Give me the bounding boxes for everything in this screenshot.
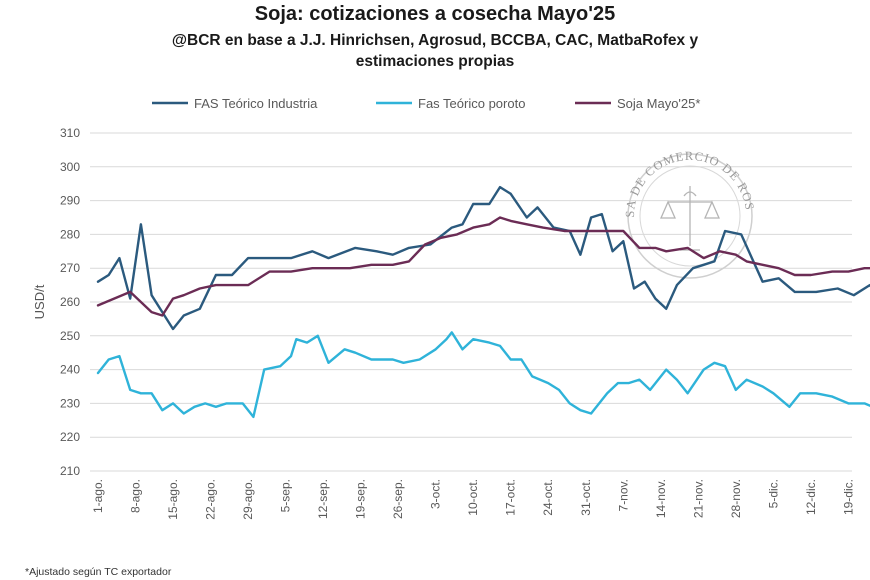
x-tick-label: 12-sep. [316, 479, 330, 519]
y-tick-label: 290 [60, 194, 80, 208]
y-tick-label: 240 [60, 363, 80, 377]
series-lines [96, 185, 870, 419]
legend: FAS Teórico Industria Fas Teórico poroto S… [152, 96, 700, 111]
x-tick-label: 17-oct. [504, 479, 518, 516]
x-tick-label: 21-nov. [691, 479, 705, 518]
x-tick-label: 31-oct. [579, 479, 593, 516]
chart-title: Soja: cotizaciones a cosecha Mayo'25 [254, 3, 616, 25]
x-tick-label: 1-ago. [91, 479, 105, 513]
x-tick-label: 5-sep. [279, 479, 293, 512]
y-tick-label: 260 [60, 295, 80, 309]
series-line-1 [96, 331, 870, 419]
y-tick-label: 270 [60, 261, 80, 275]
y-tick-label: 250 [60, 329, 80, 343]
x-tick-label: 19-sep. [354, 479, 368, 519]
x-tick-label: 19-dic. [841, 479, 855, 515]
x-tick-label: 28-nov. [729, 479, 743, 518]
y-tick-label: 230 [60, 396, 80, 410]
x-tick-label: 14-nov. [654, 479, 668, 518]
x-tick-label: 5-dic. [766, 479, 780, 508]
x-tick-label: 29-ago. [241, 479, 255, 520]
chart-subtitle: @BCR en base a J.J. Hinrichsen, Agrosud,… [171, 32, 699, 70]
x-tick-label: 3-oct. [429, 479, 443, 509]
series-line-2 [96, 216, 870, 317]
y-tick-label: 300 [60, 160, 80, 174]
x-tick-label: 24-oct. [541, 479, 555, 516]
legend-label-0: FAS Teórico Industria [194, 96, 318, 111]
x-tick-label: 22-ago. [204, 479, 218, 520]
y-tick-label: 310 [60, 126, 80, 140]
y-tick-label: 220 [60, 430, 80, 444]
x-tick-label: 10-oct. [466, 479, 480, 516]
axes: 210 220 230 240 250 260 270 280 290 300 310 1-ago. 8… [60, 126, 855, 520]
y-tick-label: 210 [60, 464, 80, 478]
legend-label-1: Fas Teórico poroto [418, 96, 525, 111]
bcr-seal-watermark: BOLSA DE COMERCIO DE ROSARIO [0, 0, 756, 279]
footnote: *Ajustado según TC exportador [25, 566, 172, 578]
x-tick-label: 8-ago. [129, 479, 143, 513]
y-axis-label: USD/t [32, 284, 47, 319]
scales-icon [660, 186, 720, 251]
x-tick-label: 7-nov. [616, 479, 630, 511]
x-tick-label: 26-sep. [391, 479, 405, 519]
y-tick-label: 280 [60, 227, 80, 241]
legend-label-2: Soja Mayo'25* [617, 96, 700, 111]
series-line-0 [96, 185, 870, 331]
x-tick-label: 15-ago. [166, 479, 180, 520]
x-tick-label: 12-dic. [804, 479, 818, 515]
